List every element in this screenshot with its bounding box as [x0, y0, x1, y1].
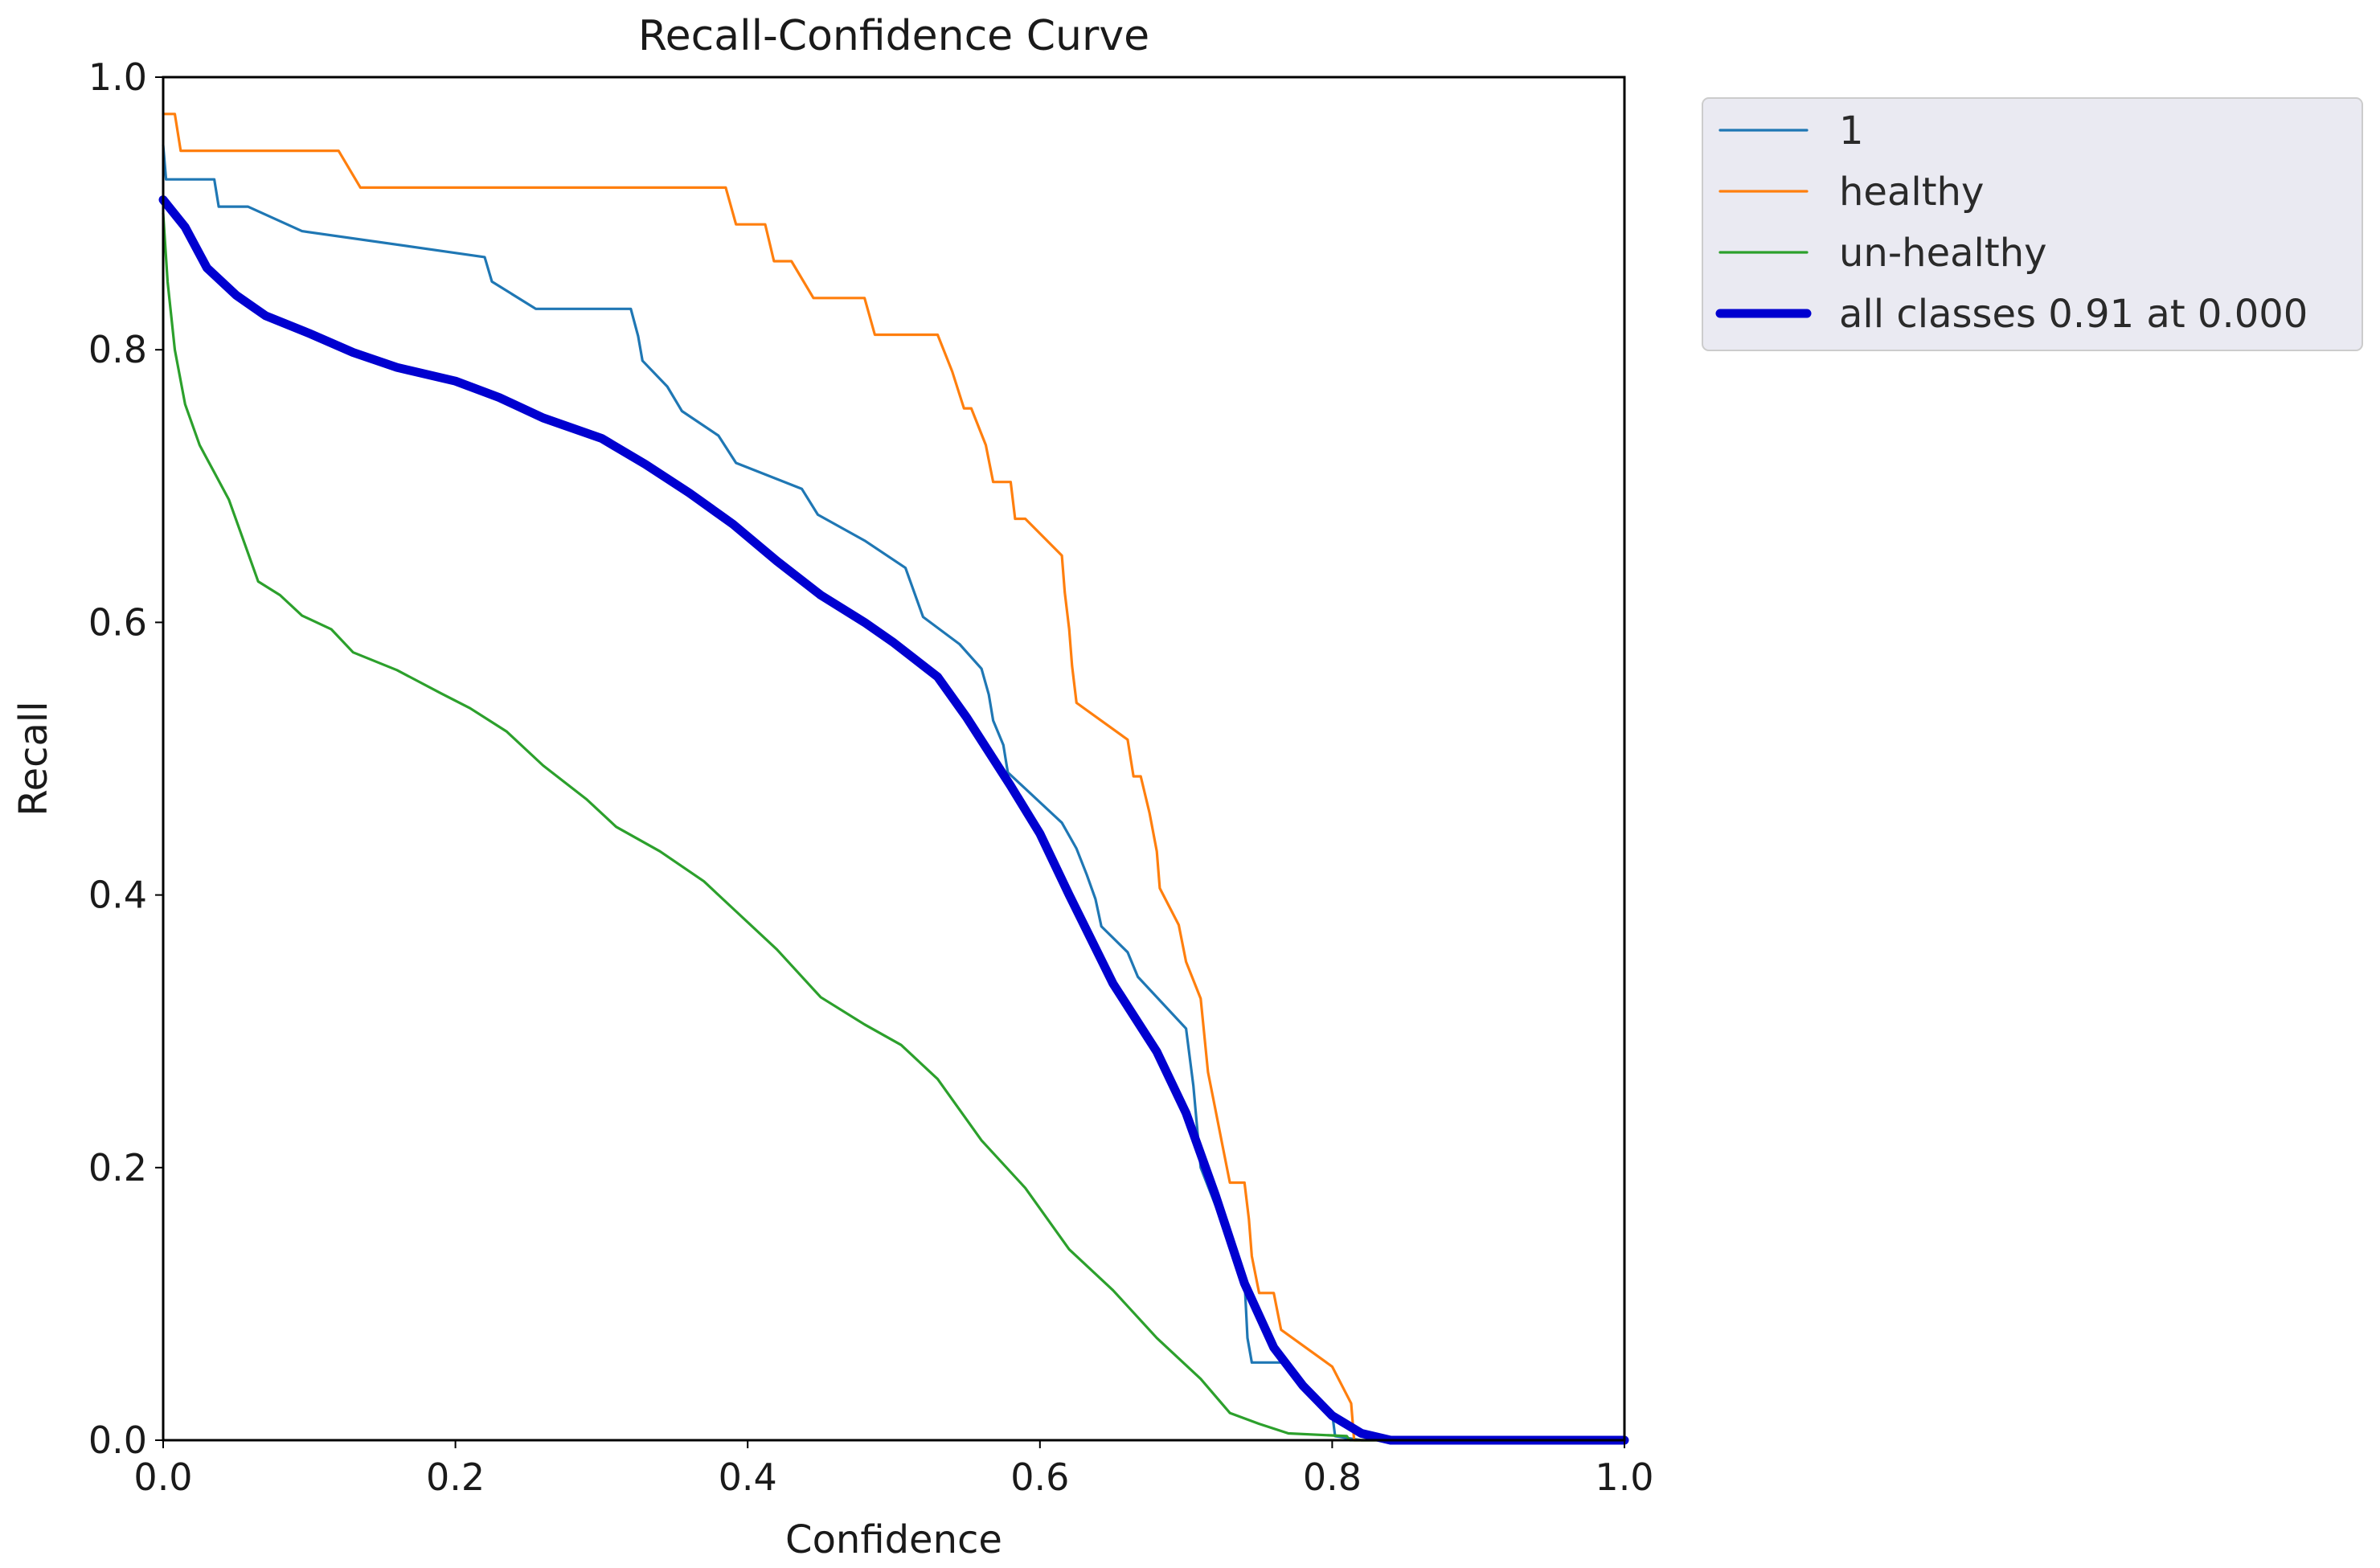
legend-label-3: un-healthy [1839, 231, 2047, 276]
y-tick-label: 0.8 [88, 328, 147, 371]
plot-frame [162, 76, 1626, 1442]
x-tick-label: 1.0 [1595, 1455, 1653, 1499]
legend-box [1702, 97, 2363, 351]
y-tick-label: 0.0 [88, 1419, 147, 1462]
x-tick-label: 0.8 [1303, 1455, 1362, 1499]
x-axis-ticks: 0.0 0.2 0.4 0.6 0.8 1.0 [133, 1440, 1654, 1499]
legend-label-4: all classes 0.91 at 0.000 [1839, 292, 2308, 337]
x-tick-label: 0.0 [133, 1455, 192, 1499]
y-tick-label: 0.4 [88, 874, 147, 917]
x-tick-label: 0.6 [1010, 1455, 1069, 1499]
x-tick-label: 0.2 [426, 1455, 485, 1499]
legend-label-1: 1 [1839, 108, 1864, 154]
y-tick-label: 0.2 [88, 1146, 147, 1189]
x-tick-label: 0.4 [719, 1455, 777, 1499]
series-line-2 [162, 113, 1626, 1442]
y-axis-label: Recall [11, 701, 56, 816]
chart-title: Recall-Confidence Curve [638, 12, 1149, 60]
series-line-3 [162, 212, 1626, 1442]
y-tick-label: 1.0 [88, 55, 147, 99]
series-line-1 [162, 144, 1626, 1442]
y-tick-label: 0.6 [88, 600, 147, 644]
y-axis-ticks: 0.0 0.2 0.4 0.6 0.8 1.0 [88, 55, 163, 1462]
series-line-4 [158, 195, 1629, 1445]
x-axis-label: Confidence [785, 1517, 1002, 1562]
legend-label-2: healthy [1839, 170, 1984, 215]
legend-entries: 1 healthy un-healthy all classes 0.91 at 0.… [1715, 108, 2308, 337]
legend: 1 healthy un-healthy all classes 0.91 at 0.… [1702, 97, 2363, 351]
plot-area-series [158, 113, 1629, 1445]
